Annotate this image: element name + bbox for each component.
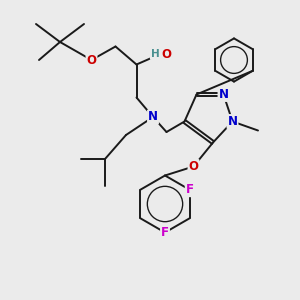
Text: N: N xyxy=(218,88,229,101)
Text: N: N xyxy=(148,110,158,124)
Text: F: F xyxy=(186,183,194,196)
Text: F: F xyxy=(161,226,169,239)
Text: O: O xyxy=(86,53,97,67)
Text: N: N xyxy=(227,115,238,128)
Text: H: H xyxy=(151,49,160,59)
Text: O: O xyxy=(188,160,199,173)
Text: O: O xyxy=(161,47,171,61)
